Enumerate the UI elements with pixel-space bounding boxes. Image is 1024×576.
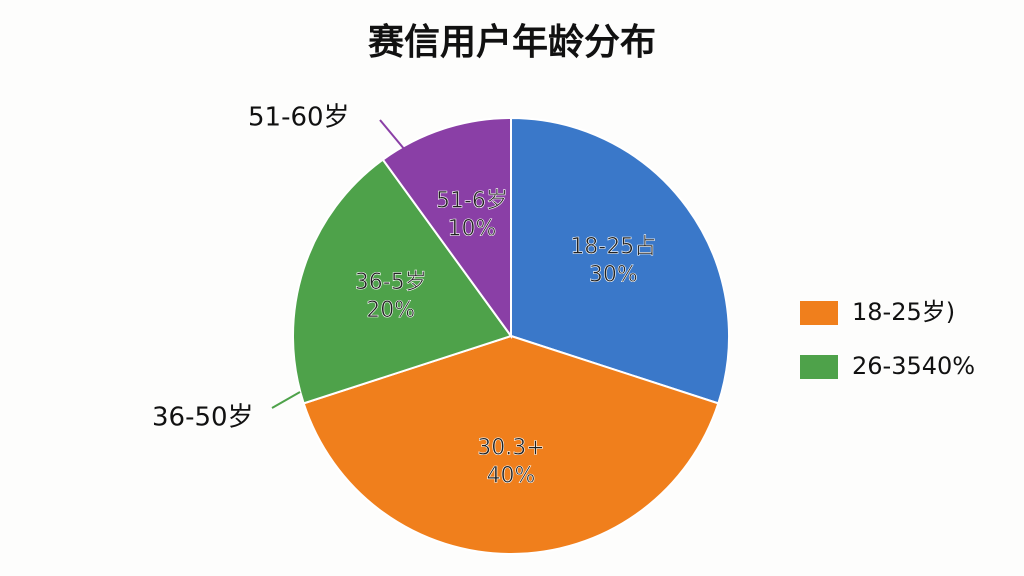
annotation: 36-50岁 — [152, 403, 254, 433]
annotation: 51-60岁 — [248, 103, 350, 133]
annotation-line — [271, 391, 301, 409]
slice-value-label: 20% — [366, 298, 415, 323]
chart-title: 赛信用户年龄分布 — [368, 22, 656, 63]
pie-slice — [510, 116, 730, 405]
annotation-line — [379, 119, 406, 151]
slice-label: 36-5岁 — [355, 270, 427, 295]
pie-slice — [302, 334, 720, 555]
slice-label: 18-25占 — [570, 235, 656, 260]
slice-label: 30.3+ — [477, 435, 544, 460]
legend-label: 26-3540% — [852, 352, 975, 380]
slice-value-label: 40% — [487, 463, 536, 488]
slice-value-label: 10% — [447, 217, 496, 242]
pie-slice — [381, 116, 512, 340]
slice-value-label: 30% — [589, 263, 638, 288]
slice-label: 51-6岁 — [436, 189, 508, 214]
pie-slice — [292, 158, 513, 405]
legend-swatch — [800, 355, 838, 379]
legend-swatch — [800, 301, 838, 325]
legend-label: 18-25岁) — [852, 298, 955, 326]
